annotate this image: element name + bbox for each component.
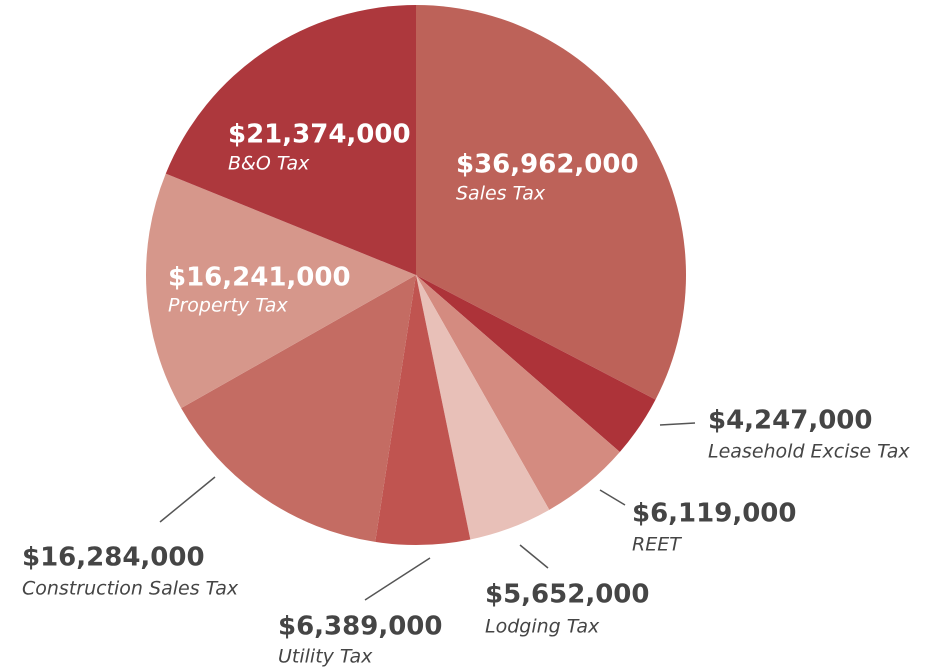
category-label: B&O Tax [228,153,310,175]
slice-label: $16,284,000 Construction Sales Tax [22,543,239,600]
leader-line [364,557,431,601]
slice-label: $21,374,000 B&O Tax [228,120,411,175]
leader-line [599,489,626,506]
pie-slice [416,275,656,453]
category-label: REET [632,534,682,556]
value-label: $4,247,000 [708,406,872,436]
value-label: $16,241,000 [168,263,351,293]
pie-slice [416,275,620,510]
value-label: $21,374,000 [228,120,411,150]
leader-line [659,422,696,426]
pie-slice [145,173,416,409]
value-label: $5,652,000 [485,580,649,610]
category-label: Utility Tax [278,646,373,668]
category-label: Leasehold Excise Tax [708,441,910,463]
category-label: Property Tax [168,295,288,317]
value-label: $6,389,000 [278,612,442,642]
pie-slice [416,5,686,400]
pie-slice [181,275,416,542]
category-label: Lodging Tax [485,616,600,638]
value-label: $6,119,000 [632,499,796,529]
pie-slice [165,5,416,275]
slice-label: $4,247,000 Leasehold Excise Tax [708,406,910,463]
pie-slice [416,275,550,540]
slice-label: $5,652,000 Lodging Tax [485,580,649,638]
category-label: Sales Tax [456,183,546,205]
value-label: $36,962,000 [456,150,639,180]
leader-line [519,544,549,569]
value-label: $16,284,000 [22,543,205,573]
slice-label: $6,389,000 Utility Tax [278,612,442,668]
leader-line [159,476,216,523]
pie-slice [375,275,471,545]
category-label: Construction Sales Tax [22,578,239,600]
slice-label: $6,119,000 REET [632,499,796,556]
slice-label: $36,962,000 Sales Tax [456,150,639,205]
